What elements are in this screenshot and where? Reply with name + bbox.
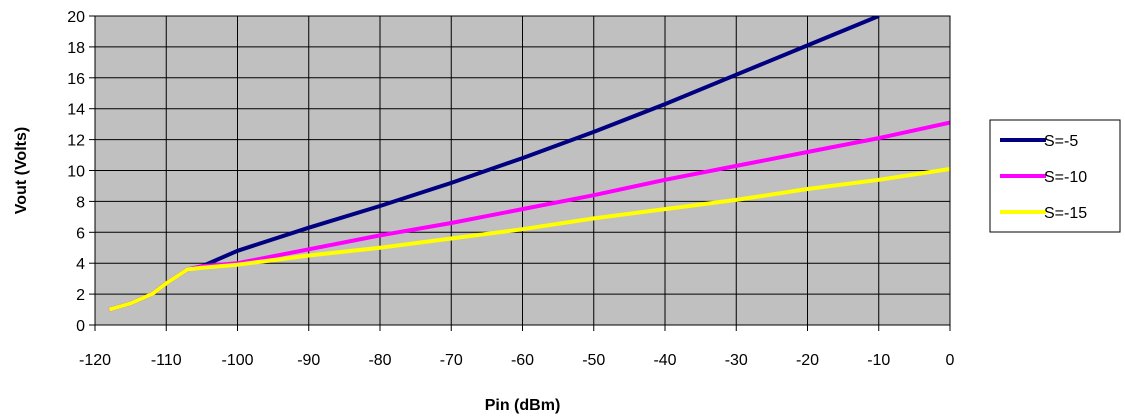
legend: S=-5 S=-10 S=-15	[989, 119, 1121, 233]
y-tick-label: 16	[67, 71, 85, 88]
x-axis-tick-labels: -120 -110 -100 -90 -80 -70 -60 -50 -40 -30 -20 -10 0	[79, 325, 955, 369]
x-tick-label: -100	[221, 352, 253, 369]
x-tick-label: -80	[368, 352, 391, 369]
y-tick-label: 14	[67, 102, 85, 119]
y-tick-label: 0	[76, 318, 85, 335]
x-tick-label: -30	[725, 352, 748, 369]
x-tick-label: -10	[867, 352, 890, 369]
y-tick-label: 12	[67, 133, 85, 150]
x-tick-label: -50	[582, 352, 605, 369]
x-tick-label: -110	[151, 352, 182, 369]
series-lines	[108, 16, 950, 312]
legend-label-2: S=-10	[1044, 169, 1087, 186]
x-tick-label: -20	[796, 352, 819, 369]
y-tick-label: 4	[76, 256, 85, 273]
series-line-3	[108, 167, 950, 312]
y-tick-label: 20	[67, 9, 85, 26]
x-tick-label: 0	[946, 352, 955, 369]
x-tick-label: -90	[297, 352, 320, 369]
y-tick-label: 6	[76, 225, 85, 242]
x-tick-label: -40	[653, 352, 676, 369]
y-tick-label: 18	[67, 40, 85, 57]
x-tick-label: -60	[511, 352, 534, 369]
legend-label-1: S=-5	[1044, 133, 1078, 150]
x-tick-label: -120	[79, 352, 111, 369]
y-axis-tick-labels: 0 2 4 6 8 10 12 14 16 18 20	[67, 9, 95, 335]
legend-label-3: S=-15	[1044, 205, 1087, 222]
x-axis-title: Pin (dBm)	[485, 397, 561, 414]
y-tick-label: 8	[76, 194, 85, 211]
x-tick-label: -70	[440, 352, 463, 369]
y-axis-title: Vout (Volts)	[13, 127, 30, 214]
y-tick-label: 2	[76, 287, 85, 304]
y-tick-label: 10	[67, 164, 85, 181]
